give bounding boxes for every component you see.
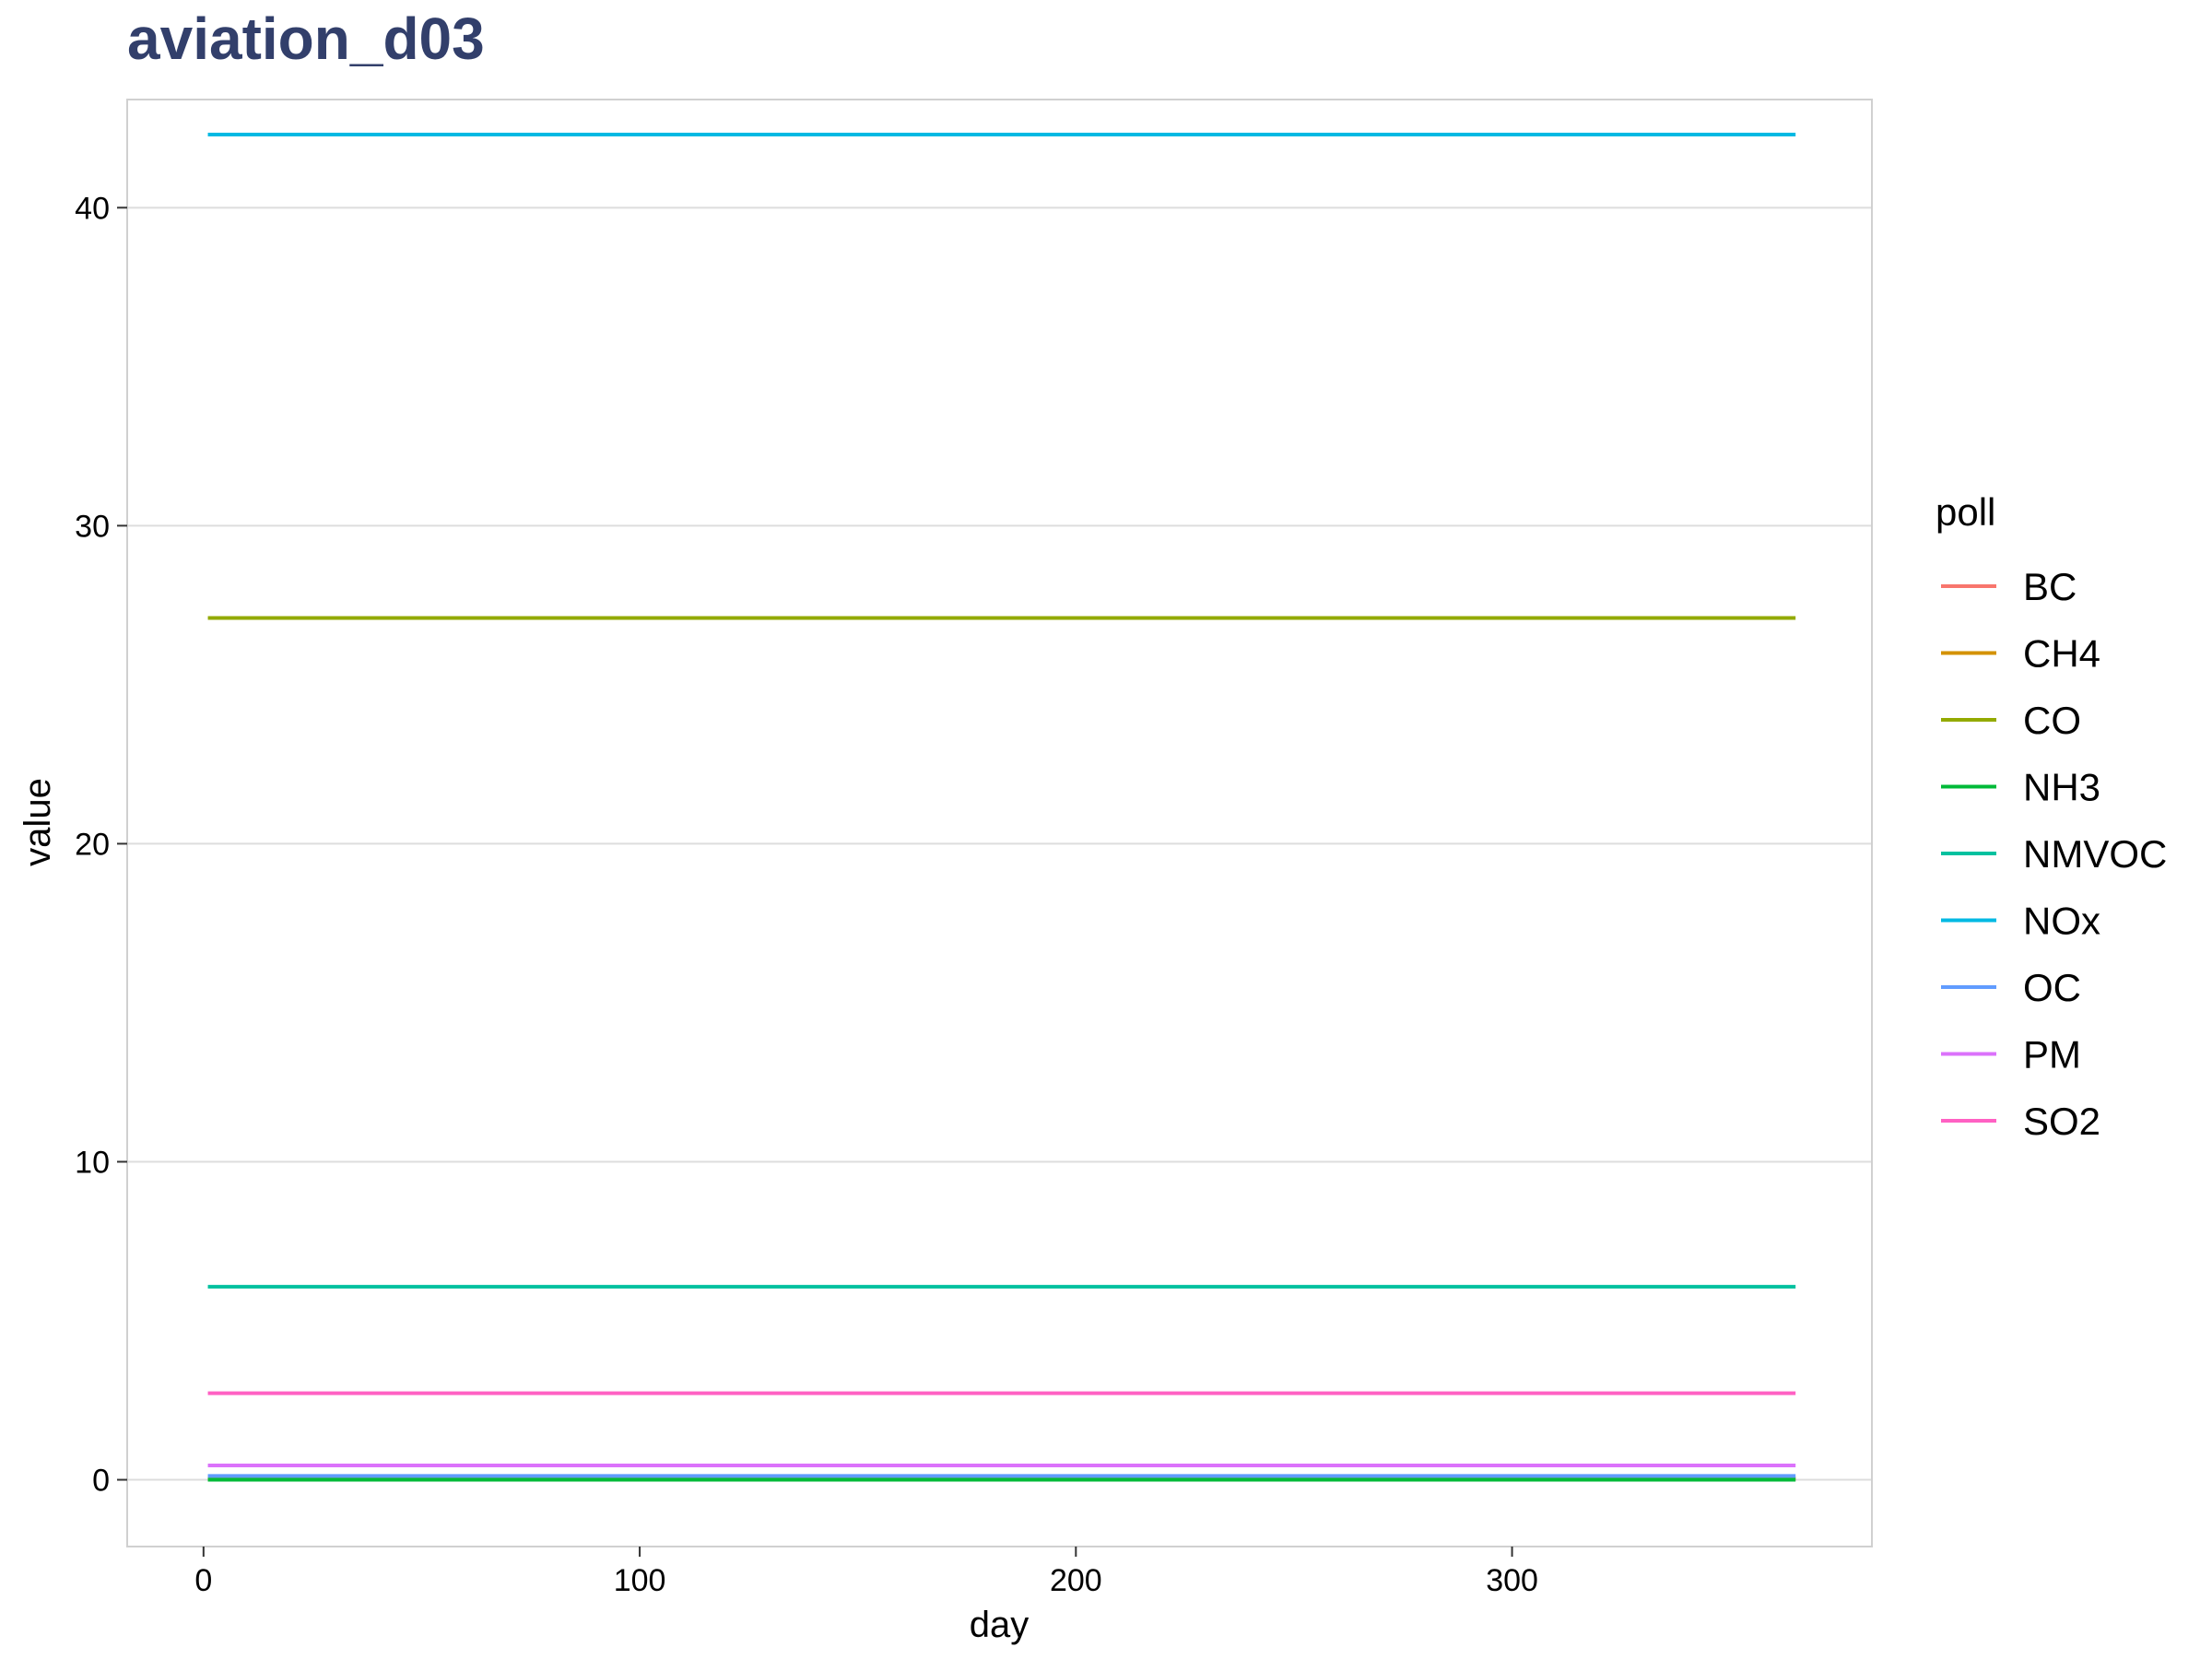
legend-label: NOx [2023, 900, 2100, 943]
series-lines [207, 132, 1796, 1482]
plot-panel [126, 99, 1873, 1547]
y-tick-label: 10 [75, 1145, 110, 1180]
legend-item-oc: OC [1941, 966, 2081, 1009]
legend: poll BC CH4 CO NH3 NMVOC NOx OC PM SO2 [1936, 490, 2167, 1143]
chart-title: aviation_d03 [127, 6, 485, 72]
x-tick-label: 100 [614, 1563, 666, 1598]
x-tick-label: 0 [194, 1563, 212, 1598]
legend-label: NH3 [2023, 766, 2100, 809]
legend-items: BC CH4 CO NH3 NMVOC NOx OC PM SO2 [1941, 565, 2167, 1143]
y-tick-label: 40 [75, 191, 110, 226]
legend-label: PM [2023, 1033, 2081, 1077]
legend-item-nh3: NH3 [1941, 766, 2100, 809]
legend-item-so2: SO2 [1941, 1100, 2100, 1143]
legend-title: poll [1936, 490, 1995, 534]
legend-label: SO2 [2023, 1100, 2100, 1143]
y-tick-label: 0 [92, 1464, 110, 1499]
legend-label: CO [2023, 699, 2081, 742]
legend-label: BC [2023, 565, 2077, 608]
legend-label: CH4 [2023, 632, 2100, 676]
legend-label: NMVOC [2023, 832, 2167, 876]
y-tick-label: 20 [75, 827, 110, 862]
y-axis-title: value [18, 778, 58, 866]
x-axis-title: day [970, 1605, 1030, 1645]
legend-item-pm: PM [1941, 1033, 2081, 1077]
legend-item-bc: BC [1941, 565, 2077, 608]
legend-item-nox: NOx [1941, 900, 2100, 943]
x-tick-label: 300 [1486, 1563, 1538, 1598]
grid [127, 206, 1872, 1481]
legend-item-ch4: CH4 [1941, 632, 2100, 676]
legend-item-nmvoc: NMVOC [1941, 832, 2167, 876]
x-tick-label: 200 [1050, 1563, 1102, 1598]
legend-item-co: CO [1941, 699, 2081, 742]
legend-label: OC [2023, 966, 2081, 1009]
y-tick-label: 30 [75, 509, 110, 544]
axes: 0 10 20 30 40 0 100 200 300 [75, 191, 1538, 1598]
